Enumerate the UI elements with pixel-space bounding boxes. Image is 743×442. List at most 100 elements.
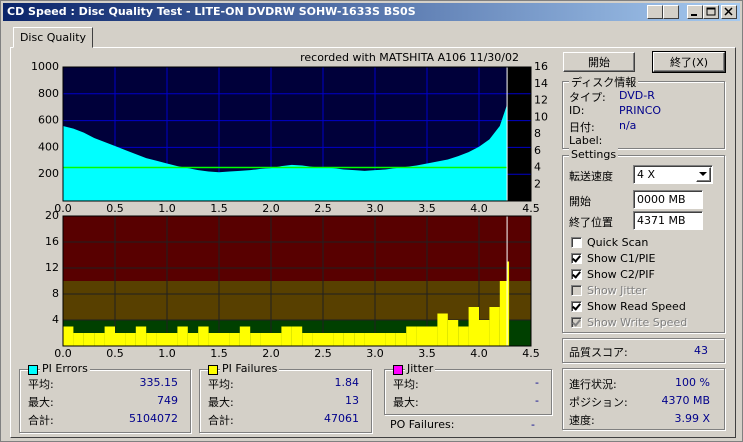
checkbox[interactable] [571, 269, 582, 280]
end-input[interactable]: 4371 MB [633, 211, 703, 230]
close-button[interactable] [721, 5, 737, 19]
bar [125, 333, 136, 346]
y-tick-label: 1000 [31, 60, 59, 73]
stat-value: - [535, 376, 539, 389]
icon-button[interactable] [647, 5, 663, 19]
stat-value: 13 [345, 394, 359, 407]
bar [187, 333, 199, 346]
bar [302, 333, 313, 346]
stat-label: 平均: [208, 378, 234, 391]
progress-label: ポジション: [569, 396, 628, 409]
bar [219, 333, 230, 346]
dropdown-arrow [699, 172, 707, 176]
bar [375, 333, 386, 346]
bar [416, 326, 427, 346]
stat-value: - [535, 394, 539, 407]
legend-swatch [393, 365, 403, 375]
y-tick-label: 200 [38, 167, 59, 180]
title-bar: CD Speed : Disc Quality Test - LITE-ON D… [3, 3, 740, 21]
progress-label: 進行状況: [569, 378, 617, 391]
y-tick-label: 4 [52, 313, 59, 326]
bar [135, 326, 147, 346]
speed-value: 4 X [637, 168, 656, 181]
help-button[interactable] [663, 5, 679, 19]
x-tick-label: 4.5 [522, 347, 540, 360]
progress-label: 速度: [569, 414, 595, 427]
x-tick-label: 2.5 [314, 202, 332, 215]
y2-tick-label: 14 [534, 77, 548, 90]
start-label: 開始 [569, 195, 591, 208]
po-value: - [531, 418, 535, 431]
bar [323, 333, 334, 346]
y2-tick-label: 16 [534, 60, 548, 73]
start-button[interactable]: 開始 [563, 52, 635, 72]
stat-label: 最大: [208, 396, 234, 409]
exit-button[interactable]: 終了(X) [652, 51, 726, 73]
bar [281, 326, 292, 346]
plot-frame [62, 66, 532, 202]
stat-label: 平均: [393, 378, 419, 391]
tab[interactable]: Disc Quality [13, 27, 93, 48]
stat-value: 749 [157, 394, 178, 407]
x-tick-label: 1.0 [158, 202, 176, 215]
x-tick-label: 0.0 [54, 347, 72, 360]
charts: 200 400 600 800 1000 0.0 0.5 1.0 1.5 2.0 2.5 3.0 3.5… [31, 51, 548, 360]
start-label: 開始 [588, 56, 610, 69]
info-value: PRINCO [619, 104, 662, 117]
y-tick-label: 20 [45, 209, 59, 222]
group-title: PI Errors [40, 362, 90, 375]
bar [115, 333, 126, 346]
y2-tick-label: 12 [534, 94, 548, 107]
area [63, 104, 508, 201]
bar [354, 333, 365, 346]
checkbox [571, 317, 582, 328]
stat-label: 合計: [28, 414, 54, 427]
minimize-button[interactable] [687, 5, 703, 19]
bar [208, 333, 219, 346]
checkbox[interactable] [571, 301, 582, 312]
bar [479, 320, 490, 346]
bar [198, 326, 209, 346]
end-label: 終了位置 [569, 216, 613, 229]
maximize-button[interactable] [703, 5, 719, 19]
settings-group: Settings 転送速度 4 X 開始 0000 MB 終了位置 4371 M… [562, 148, 725, 333]
bar [291, 326, 303, 346]
bar [271, 333, 282, 346]
dropdown-button[interactable] [696, 167, 711, 182]
info-value: DVD-R [619, 89, 655, 102]
checkbox-label: Show Jitter [587, 284, 647, 297]
stat-label: 平均: [28, 378, 54, 391]
x-tick-label: 1.5 [210, 347, 228, 360]
checkbox [571, 285, 582, 296]
bar [156, 333, 167, 346]
info-value: n/a [619, 119, 637, 132]
y-tick-label: 16 [45, 235, 59, 248]
checkbox[interactable] [571, 253, 582, 264]
bar [364, 333, 375, 346]
bar [260, 333, 271, 346]
x-tick-label: 4.0 [470, 347, 488, 360]
legend-swatch [28, 365, 38, 375]
speed-select[interactable]: 4 X [633, 165, 713, 184]
close-icon [724, 7, 733, 16]
bar [395, 333, 407, 346]
checkbox[interactable] [571, 237, 582, 248]
start-input[interactable]: 0000 MB [633, 190, 703, 209]
bar [312, 333, 323, 346]
stats-group: PI Errors 平均: 335.15 最大: 749 合計: 5104072 [19, 362, 191, 433]
disc-info-group: ディスク情報 タイプ: DVD-R ID: PRINCO 日付: n/a Label: [562, 74, 725, 149]
bar [437, 313, 448, 346]
plot-frame [62, 215, 532, 347]
y-tick-label: 12 [45, 261, 59, 274]
bar [427, 326, 438, 346]
info-label: Label: [569, 134, 603, 147]
stat-value: 47061 [324, 412, 359, 425]
end-value: 4371 MB [637, 214, 686, 227]
info-label: ID: [569, 104, 585, 117]
stat-label: 最大: [393, 396, 419, 409]
progress-value: 3.99 X [674, 412, 710, 425]
bar [104, 326, 115, 346]
x-tick-label: 1.0 [158, 347, 176, 360]
bar [489, 307, 500, 346]
tab-panel [10, 47, 736, 438]
